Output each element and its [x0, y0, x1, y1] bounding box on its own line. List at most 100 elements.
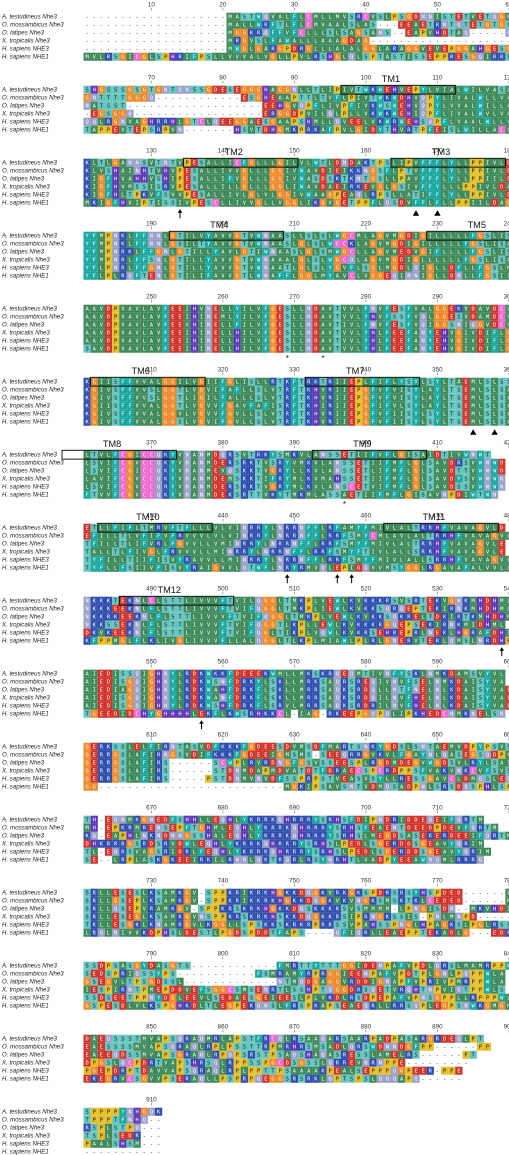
- residue-cell: [83, 52, 91, 61]
- residue-cell: [97, 101, 105, 110]
- residue-cell: [469, 12, 477, 21]
- residue-cell: [419, 20, 427, 29]
- residue-cell: [441, 44, 449, 53]
- residue-cell: [362, 93, 370, 102]
- residue-cell: [298, 28, 306, 37]
- residue-cell: [83, 117, 91, 126]
- residue-cell: [162, 85, 170, 94]
- residue-cell: [319, 93, 327, 102]
- residue-cell: [247, 28, 256, 37]
- residue-cell: [383, 85, 391, 94]
- residue-cell: [333, 101, 341, 110]
- residue-cell: [262, 109, 270, 118]
- residue-cell: [176, 52, 184, 61]
- residue-cell: [405, 44, 413, 53]
- residue-cell: [112, 52, 120, 61]
- residue-cell: [276, 85, 284, 94]
- residue-cell: [369, 44, 377, 53]
- residue-cell: [290, 12, 299, 21]
- residue-cell: [491, 44, 499, 53]
- residue-cell: [505, 20, 509, 29]
- residue-cell: [247, 44, 256, 53]
- residue-cell: [312, 20, 320, 29]
- residue-cell: [226, 44, 234, 53]
- residue-cell: [419, 109, 427, 118]
- residue-cell: [426, 93, 434, 102]
- residue-cell: [233, 52, 241, 61]
- residue-cell: [155, 52, 163, 61]
- residue-cell: [483, 52, 492, 61]
- residue-cell: [298, 85, 306, 94]
- residue-cell: [498, 12, 506, 21]
- residue-cell: [405, 85, 413, 94]
- residue-cell: [112, 85, 120, 94]
- residue-cell: [233, 85, 241, 94]
- residue-cell: [226, 36, 234, 45]
- residue-cell: [276, 109, 284, 118]
- residue-cell: [491, 93, 499, 102]
- residue-cell: [240, 12, 248, 21]
- residue-cell: [340, 85, 349, 94]
- residue-cell: [290, 52, 299, 61]
- residue-cell: [283, 93, 291, 102]
- residue-cell: [290, 28, 299, 37]
- residue-cell: [305, 109, 313, 118]
- residue-cell: [326, 12, 334, 21]
- residue-cell: [262, 36, 270, 45]
- residue-cell: [326, 93, 334, 102]
- residue-cell: [226, 85, 234, 94]
- residue-cell: [319, 28, 327, 37]
- residue-cell: [412, 109, 420, 118]
- residue-cell: [498, 85, 506, 94]
- residue-cell: [369, 85, 377, 94]
- residue-cell: [233, 44, 241, 53]
- residue-cell: [240, 93, 248, 102]
- residue-cell: [362, 101, 370, 110]
- residue-cell: [319, 101, 327, 110]
- residue-cell: [255, 20, 263, 29]
- residue-cell: [126, 109, 134, 118]
- residue-cell: [269, 85, 277, 94]
- residue-cell: [426, 101, 434, 110]
- residue-cell: [104, 85, 113, 94]
- residue-cell: [419, 52, 427, 61]
- residue-cell: [233, 28, 241, 37]
- residue-cell: [219, 85, 227, 94]
- residue-cell: [183, 52, 191, 61]
- residue-cell: [355, 12, 363, 21]
- residue-cell: [283, 44, 291, 53]
- residue-cell: [362, 36, 370, 45]
- residue-cell: [505, 28, 509, 37]
- residue-cell: [455, 93, 463, 102]
- residue-cell: [305, 93, 313, 102]
- residue-cell: [483, 109, 492, 118]
- residue-cell: [340, 36, 349, 45]
- residue-cell: [383, 109, 391, 118]
- residue-cell: [433, 28, 442, 37]
- residue-cell: [326, 36, 334, 45]
- residue-cell: [383, 28, 391, 37]
- residue-cell: [362, 109, 370, 118]
- residue-cell: [147, 85, 156, 94]
- residue-cell: [469, 44, 477, 53]
- residue-cell: [462, 44, 470, 53]
- residue-cell: [340, 109, 349, 118]
- residue-cell: [133, 52, 141, 61]
- residue-cell: [412, 93, 420, 102]
- residue-cell: [469, 101, 477, 110]
- residue-cell: [97, 109, 105, 118]
- residue-cell: [269, 109, 277, 118]
- residue-cell: [90, 93, 98, 102]
- residue-cell: [119, 52, 127, 61]
- residue-cell: [433, 85, 442, 94]
- residue-cell: [298, 109, 306, 118]
- residue-cell: [405, 101, 413, 110]
- residue-cell: [462, 93, 470, 102]
- residue-cell: [355, 93, 363, 102]
- residue-cell: [319, 85, 327, 94]
- residue-cell: [247, 93, 256, 102]
- residue-cell: [276, 20, 284, 29]
- residue-cell: [462, 12, 470, 21]
- residue-cell: [462, 85, 470, 94]
- residue-cell: [276, 93, 284, 102]
